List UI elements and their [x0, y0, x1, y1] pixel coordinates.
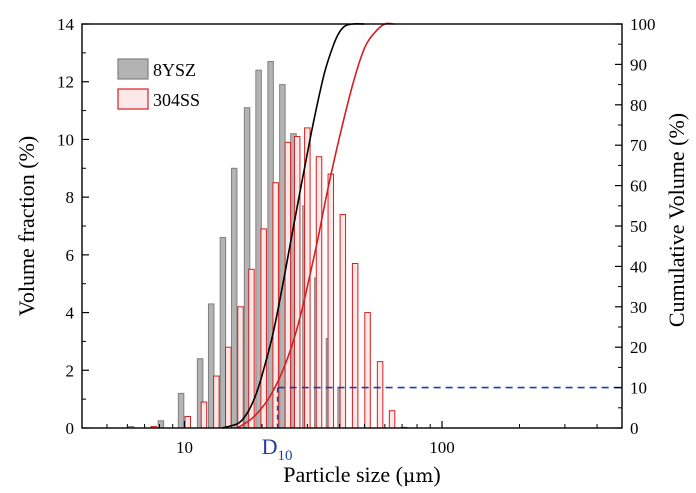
cumulative-line-0	[221, 23, 365, 429]
y-tick-label-1: 2	[66, 361, 75, 380]
d10-annotation	[276, 386, 622, 428]
y-tick-label-4: 8	[66, 188, 75, 207]
y2-tick-label-3: 30	[630, 298, 647, 317]
bar-304ss-2	[200, 401, 208, 429]
bar-8ysz-6	[230, 167, 238, 429]
bar-304ss-14	[339, 213, 347, 429]
y2-tick-label-6: 60	[630, 177, 647, 196]
y2-tick-label-1: 10	[630, 379, 647, 398]
y-tick-label-6: 12	[57, 73, 74, 92]
y2-tick-label-2: 20	[630, 338, 647, 357]
y2-axis-title: Cumulative Volume (%)	[664, 113, 689, 327]
y-axis-title: Volume fraction (%)	[14, 136, 39, 316]
bar-304ss-1	[184, 415, 192, 429]
d10-label-subscript: 10	[278, 448, 293, 464]
cumulative-line-1	[236, 22, 394, 429]
bar-8ysz-5	[219, 237, 227, 429]
x-tick-label-0: 10	[176, 438, 193, 457]
y2-tick-label-10: 100	[630, 15, 656, 34]
x-axis-title-main: Particle size (	[283, 462, 403, 487]
y2-tick-label-8: 80	[630, 96, 647, 115]
bar-8ysz-1	[157, 420, 165, 429]
d10-label-main: D	[262, 434, 278, 459]
bar-304ss-4	[225, 346, 232, 429]
y2-tick-label-4: 40	[630, 257, 647, 276]
y-tick-label-7: 14	[57, 15, 75, 34]
bar-304ss-13	[327, 173, 335, 429]
bar-304ss-9	[284, 141, 292, 429]
axis-ticks: 0 2 4 6 8 10 12 14 0 10 20 30 40 50 60 70 80 90 100 10 100	[57, 15, 656, 457]
y-tick-label-5: 10	[57, 130, 74, 149]
x-tick-label-1: 100	[429, 438, 455, 457]
bar-304ss-7	[260, 228, 267, 429]
cumulative-lines-layer	[221, 22, 394, 429]
legend-label-304ss: 304SS	[153, 90, 200, 110]
legend: 8YSZ 304SS	[117, 58, 200, 110]
x-axis-title-close: )	[433, 462, 440, 487]
legend-label-8ysz: 8YSZ	[153, 60, 196, 80]
x-axis-title-unit: μm	[403, 465, 433, 487]
y2-tick-label-0: 0	[630, 419, 639, 438]
bar-304ss-17	[376, 361, 384, 429]
bar-304ss-15	[351, 263, 359, 429]
bar-304ss-18	[388, 410, 396, 429]
bar-8ysz-2	[177, 392, 185, 429]
y-tick-label-3: 6	[66, 246, 75, 265]
bars-layer	[127, 61, 408, 429]
bar-304ss-16	[364, 312, 371, 429]
y-tick-label-0: 0	[66, 419, 75, 438]
bar-304ss-3	[213, 375, 220, 429]
y2-tick-label-5: 50	[630, 217, 647, 236]
y-tick-label-2: 4	[66, 304, 75, 323]
x-axis-title: Particle size (μm)	[283, 462, 440, 487]
y2-tick-label-9: 90	[630, 55, 647, 74]
legend-swatch-304ss	[117, 88, 149, 110]
legend-swatch-8ysz	[117, 58, 149, 80]
d10-label: D10	[262, 434, 293, 464]
bar-304ss-10	[293, 136, 301, 429]
y2-tick-label-7: 70	[630, 136, 647, 155]
bar-304ss-5	[237, 306, 244, 429]
